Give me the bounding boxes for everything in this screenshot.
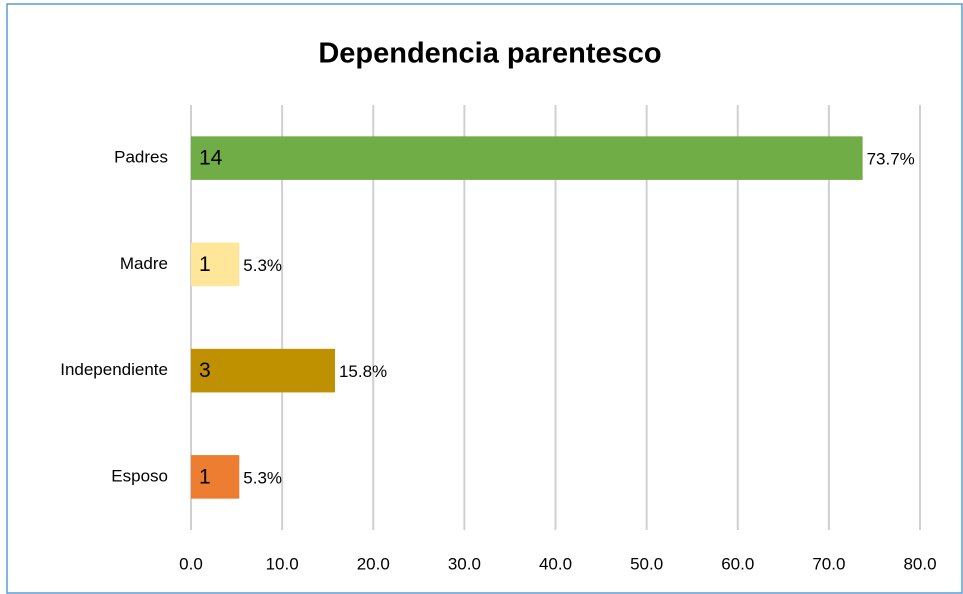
y-tick-label: Padres (114, 148, 168, 167)
chart-title: Dependencia parentesco (318, 38, 661, 70)
y-tick-label: Esposo (111, 466, 168, 485)
x-tick-label: 70.0 (812, 554, 845, 573)
count-label: 3 (199, 359, 211, 382)
value-label: 15.8% (339, 362, 387, 381)
x-tick-label: 0.0 (179, 554, 203, 573)
x-tick-label: 50.0 (630, 554, 663, 573)
value-label: 73.7% (867, 150, 915, 169)
value-label: 5.3% (243, 468, 282, 487)
count-label: 14 (199, 147, 223, 170)
y-tick-label: Independiente (60, 360, 168, 379)
x-tick-label: 10.0 (266, 554, 299, 573)
x-tick-label: 80.0 (903, 554, 936, 573)
bar (191, 455, 240, 499)
bar (191, 242, 240, 287)
bar (191, 348, 335, 393)
x-tick-label: 20.0 (357, 554, 390, 573)
count-label: 1 (199, 465, 211, 488)
value-label: 5.3% (243, 256, 282, 275)
count-label: 1 (199, 253, 211, 276)
x-tick-label: 40.0 (539, 554, 572, 573)
x-tick-label: 60.0 (721, 554, 754, 573)
chart-frame (6, 3, 963, 594)
bar (191, 136, 863, 180)
y-tick-label: Madre (120, 254, 168, 273)
x-tick-label: 30.0 (448, 554, 481, 573)
